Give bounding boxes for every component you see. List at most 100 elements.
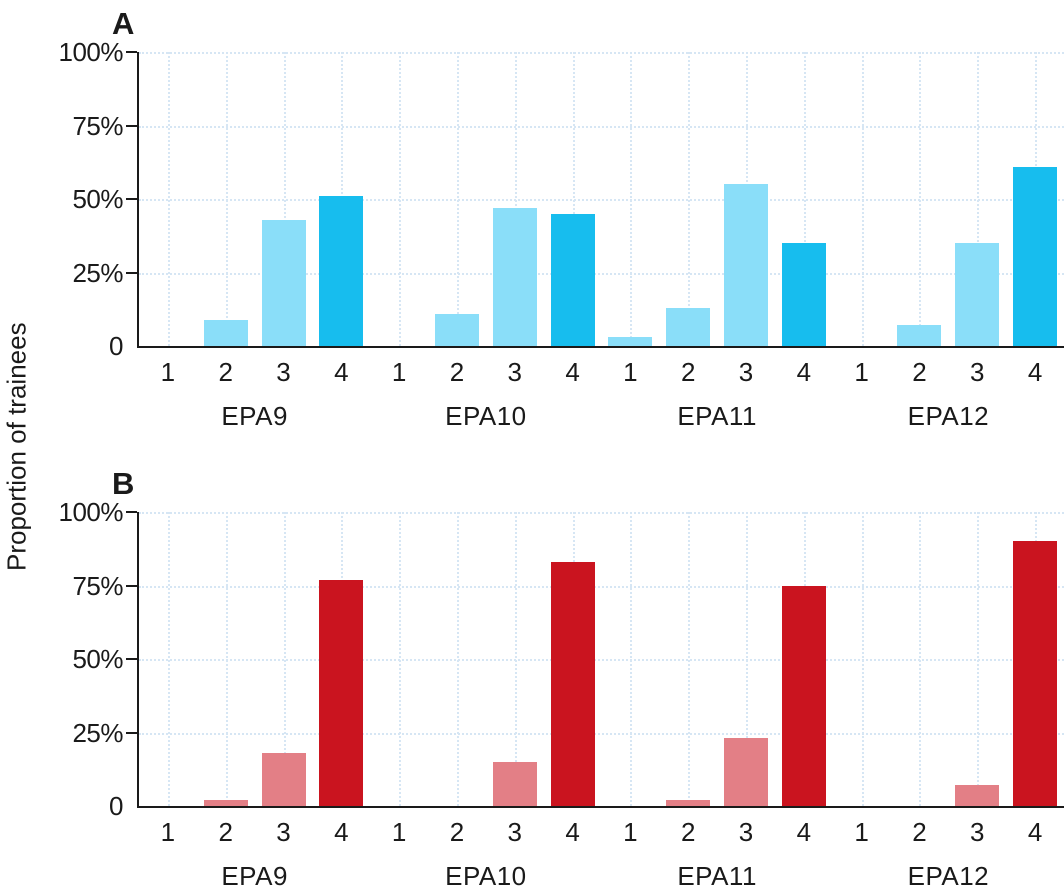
vertical-gridline [514,52,517,346]
bar-slot [775,52,833,346]
group-label: EPA11 [677,400,757,431]
x-tick-label: 3 [738,356,754,387]
bar-epa9-level-3 [261,753,306,806]
bar-slot [544,52,602,346]
bar-slot [255,52,313,346]
panel-b-x-tick-labels: 1 2 3 4 1 2 3 4 1 2 3 4 1 2 3 4 [139,808,1064,856]
vertical-gridline [399,52,402,346]
panel-b-plot-area [126,511,1064,808]
horizontal-gridline [139,272,1064,275]
y-tick-label: 50% [72,644,123,674]
bar-epa12-level-3 [955,243,1000,346]
bar-slot [197,512,255,806]
x-tick-label: 2 [218,816,233,847]
bar-epa11-level-4 [781,585,826,806]
x-tick-label: 4 [796,356,812,387]
bar-epa10-level-2 [434,313,479,346]
panel-a-chart: 100% 75% 50% 25% 0 [0,37,1064,361]
bar-epa9-level-3 [261,219,306,346]
x-tick-label: 1 [391,816,407,847]
vertical-gridline [861,512,864,806]
vertical-gridline [167,512,170,806]
bar-slot [139,512,197,806]
bar-slot [891,512,949,806]
y-tick-label: 25% [72,257,123,288]
y-tick-label: 25% [72,717,123,748]
bar-epa11-level-4 [781,243,826,346]
panel-b-group-labels: EPA9 EPA10 EPA11 EPA12 [139,856,1064,894]
bar-slot [659,512,717,806]
x-tick-label: 1 [623,356,638,387]
bar-epa10-level-4 [550,561,595,806]
y-axis-tick [126,124,137,127]
group-label: EPA9 [221,860,288,891]
x-tick-label: 2 [912,816,927,847]
vertical-gridline [514,512,517,806]
bar-slot [312,512,370,806]
panel-a-x-tick-labels: 1 2 3 4 1 2 3 4 1 2 3 4 1 2 3 4 [139,348,1064,396]
bar-epa12-level-2 [897,325,942,346]
bar-slot [1006,512,1064,806]
x-tick-label: 1 [160,356,176,387]
bar-epa9-level-2 [203,800,248,806]
x-tick-label: 1 [623,816,638,847]
x-tick-label: 2 [218,356,233,387]
horizontal-gridline [139,512,1064,514]
bar-epa11-level-2 [666,800,711,806]
bar-epa9-level-4 [319,196,364,346]
x-tick-label: 3 [507,816,523,847]
x-tick-label: 4 [565,816,580,847]
vertical-gridline [399,512,402,806]
x-tick-label: 4 [334,356,349,387]
bar-slot [197,52,255,346]
bar-epa9-level-4 [319,579,364,806]
x-tick-label: 3 [507,356,523,387]
vertical-gridline [630,512,633,806]
group-label: EPA9 [221,400,288,431]
bar-slot [659,52,717,346]
bar-epa10-level-4 [550,213,595,346]
x-tick-label: 4 [796,816,812,847]
y-axis-tick [126,198,137,200]
vertical-gridline [919,512,922,806]
bar-slot [948,52,1006,346]
x-tick-label: 3 [738,816,754,847]
x-tick-label: 3 [276,816,291,847]
bar-slot [544,512,602,806]
bar-slot [833,52,891,346]
bar-slot [370,52,428,346]
bar-slot [948,512,1006,806]
panel-b-y-axis-labels: 100% 75% 50% 25% 0 [0,497,137,821]
bar-epa11-level-2 [666,307,711,346]
x-tick-label: 1 [160,816,176,847]
bar-epa11-level-1 [608,337,653,346]
vertical-gridline [688,52,691,346]
x-tick-label: 4 [1027,356,1043,387]
y-tick-label: 100% [58,37,124,67]
bar-slot [602,512,660,806]
vertical-gridline [456,512,459,806]
bar-epa12-level-4 [1013,166,1058,346]
bars-area [139,512,1064,806]
group-label: EPA11 [677,860,757,891]
vertical-gridline [803,52,806,346]
bar-slot [370,512,428,806]
bars-area [139,52,1064,346]
y-axis-tick [126,731,137,734]
vertical-gridline [283,52,286,346]
bar-slot [486,512,544,806]
horizontal-gridline [139,659,1064,661]
x-tick-label: 3 [276,356,291,387]
vertical-gridline [630,52,633,346]
bar-slot [139,52,197,346]
horizontal-gridline [139,732,1064,735]
horizontal-gridline [139,585,1064,588]
vertical-gridline [977,512,980,806]
y-tick-label: 50% [72,184,123,214]
panel-b-chart: 100% 75% 50% 25% 0 [0,497,1064,821]
y-axis-tick [126,271,137,274]
panel-a-group-labels: EPA9 EPA10 EPA11 EPA12 [139,396,1064,436]
y-axis-tick [126,51,137,53]
